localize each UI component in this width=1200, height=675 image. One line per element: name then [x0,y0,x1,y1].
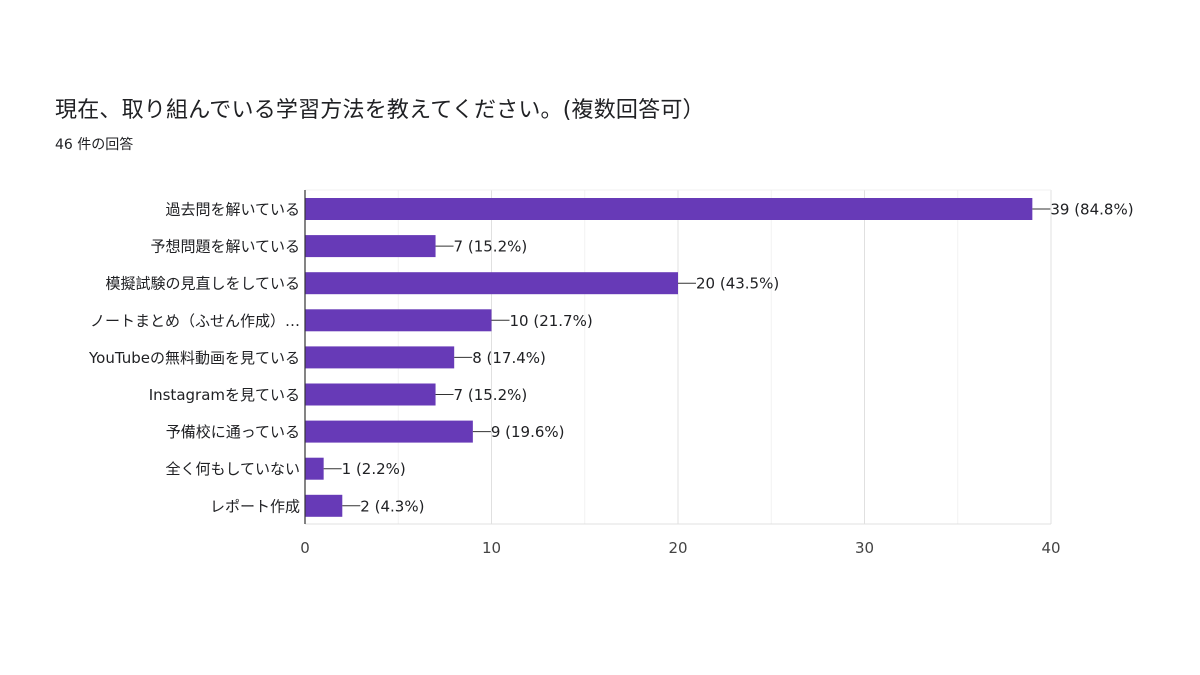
category-label: 模擬試験の見直しをしている [105,275,300,293]
category-label: 予想問題を解いている [150,238,300,256]
response-count: 46 件の回答 [55,137,134,153]
value-label: 2 (4.3%) [360,497,424,515]
category-label: ノートまとめ（ふせん作成）… [90,312,300,330]
value-label: 8 (17.4%) [472,349,546,367]
bar [305,346,455,369]
value-label: 1 (2.2%) [342,460,406,478]
x-tick-label: 30 [855,539,874,557]
bar [305,272,678,295]
bar [305,235,436,258]
bar [305,420,473,443]
bar [305,198,1033,220]
category-label: 全く何もしていない [165,460,300,478]
bar [305,309,492,332]
category-label: 予備校に通っている [166,423,300,441]
category-label: YouTubeの無料動画を見ている [88,349,300,367]
x-tick-label: 20 [668,539,687,557]
chart-title: 現在、取り組んでいる学習方法を教えてください。(複数回答可） [55,98,705,123]
value-label: 39 (84.8%) [1050,201,1133,219]
bar [305,494,343,517]
value-label: 10 (21.7%) [510,312,593,330]
bar [305,383,436,406]
x-tick-label: 10 [482,539,501,557]
category-label: レポート作成 [210,497,300,515]
value-label: 20 (43.5%) [696,275,779,293]
value-label: 9 (19.6%) [491,423,565,441]
value-label: 7 (15.2%) [454,238,528,256]
bar [305,457,324,480]
category-label: Instagramを見ている [149,386,300,404]
x-tick-label: 0 [300,539,310,557]
category-label: 過去問を解いている [165,201,300,219]
value-label: 7 (15.2%) [454,386,528,404]
x-tick-label: 40 [1041,539,1060,557]
